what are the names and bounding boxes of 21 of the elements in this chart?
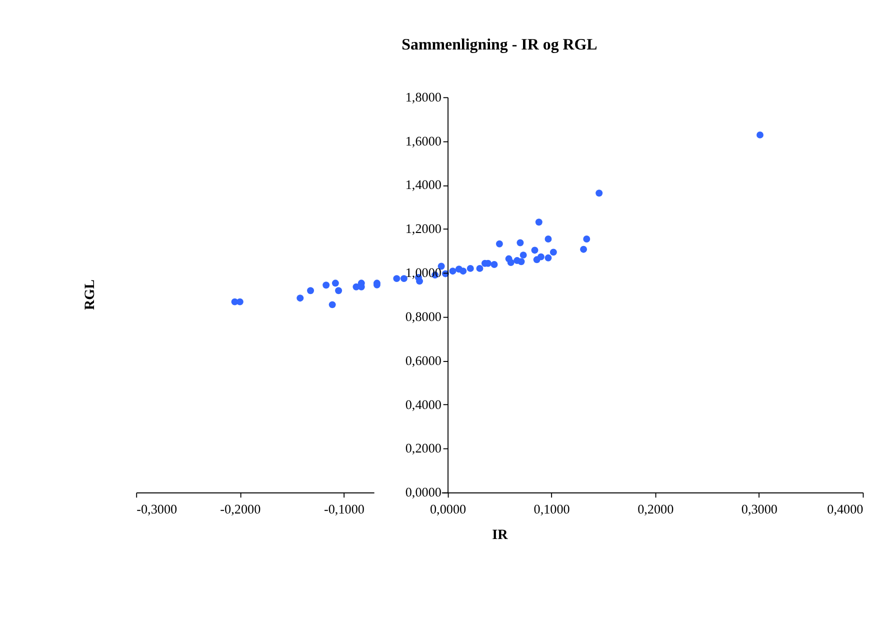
x-axis-title: IR — [492, 526, 509, 543]
x-tick-label: 0,0000 — [430, 502, 466, 517]
y-tick-label: 1,4000 — [405, 177, 442, 192]
y-tick-label: 0,8000 — [405, 308, 442, 324]
x-tick-label: -0,3000 — [136, 502, 178, 517]
y-tick-label: 0,2000 — [405, 440, 442, 456]
x-tick-label: 0,1000 — [534, 502, 570, 517]
x-tick-label: 0,3000 — [741, 502, 778, 517]
y-tick-label: 0,6000 — [405, 352, 442, 368]
y-tick-label: 1,8000 — [405, 89, 442, 104]
x-tick-label: -0,1000 — [324, 502, 365, 517]
y-tick-label: 0,4000 — [405, 396, 442, 412]
y-tick-label: 0,0000 — [405, 484, 442, 500]
x-tick-label: 0,4000 — [827, 502, 864, 517]
y-tick-label: 1,6000 — [405, 133, 442, 148]
y-tick-label: 1,0000 — [405, 265, 442, 280]
y-tick-label: 1,2000 — [405, 221, 442, 236]
x-tick-label: -0,2000 — [220, 502, 262, 517]
chart-title: Sammenligning - IR og RGL — [402, 36, 598, 54]
x-tick-label: 0,2000 — [638, 502, 674, 517]
y-axis-title: RGL — [82, 280, 98, 310]
